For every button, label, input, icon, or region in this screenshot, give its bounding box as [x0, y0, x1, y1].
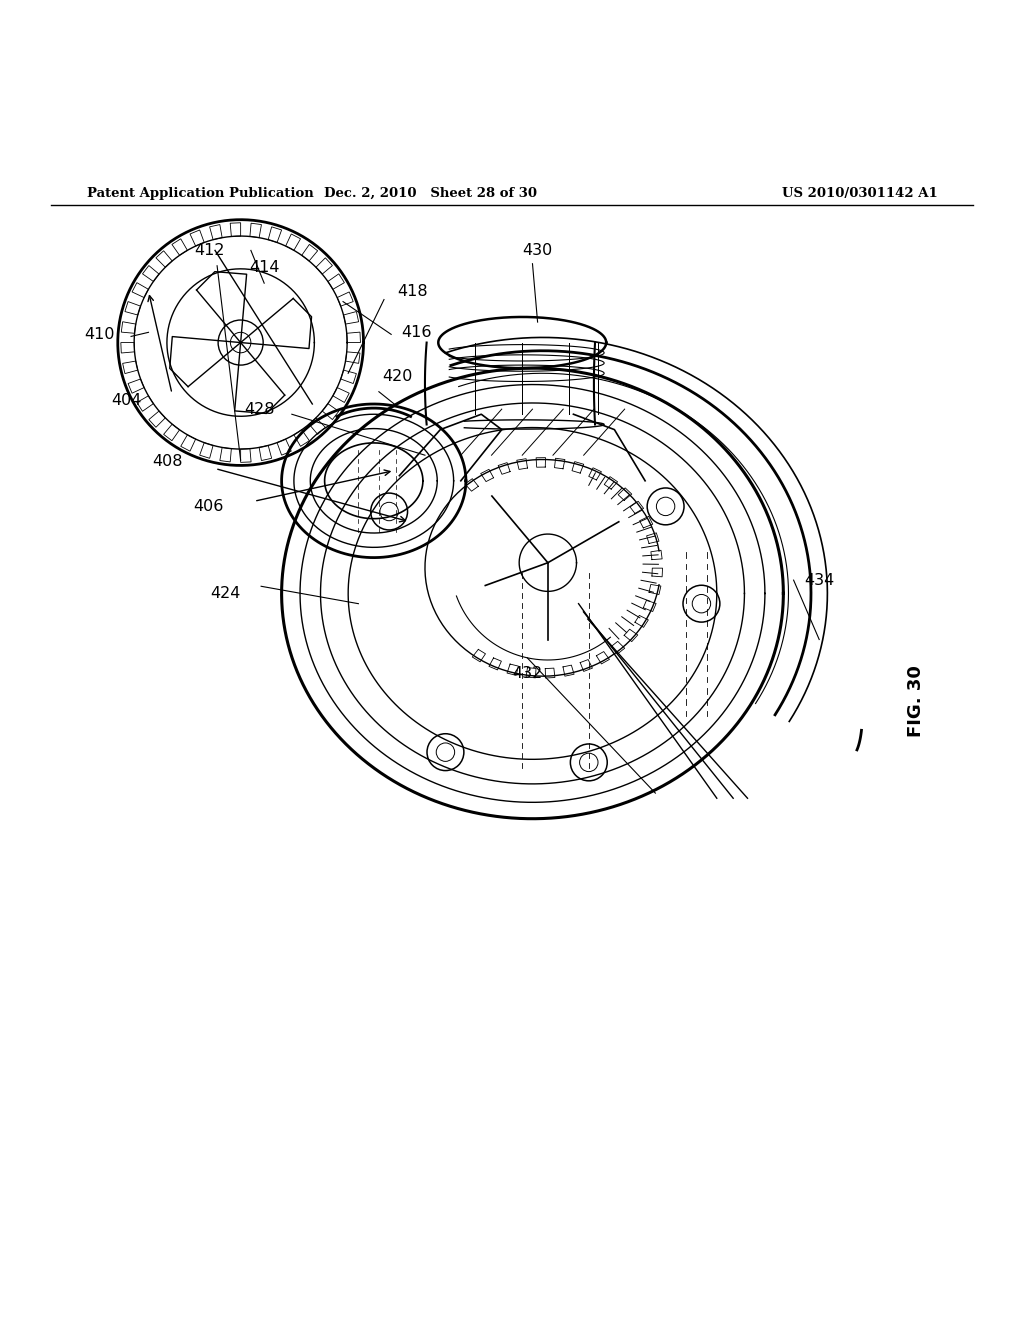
Text: 432: 432: [512, 667, 543, 681]
Text: 420: 420: [382, 368, 413, 384]
Text: US 2010/0301142 A1: US 2010/0301142 A1: [782, 186, 938, 199]
Text: 408: 408: [152, 454, 182, 469]
Text: 430: 430: [522, 243, 553, 257]
Text: FIG. 30: FIG. 30: [907, 665, 926, 737]
Text: 406: 406: [193, 499, 223, 513]
Text: 418: 418: [397, 284, 428, 298]
Text: 410: 410: [84, 327, 115, 342]
Text: Patent Application Publication: Patent Application Publication: [87, 186, 313, 199]
Text: 412: 412: [195, 243, 225, 257]
Text: 416: 416: [401, 325, 432, 339]
Text: 428: 428: [244, 401, 274, 417]
Text: 414: 414: [249, 260, 280, 275]
Text: 424: 424: [210, 586, 241, 601]
Text: 434: 434: [804, 573, 835, 587]
Text: 404: 404: [111, 393, 141, 408]
Text: Dec. 2, 2010   Sheet 28 of 30: Dec. 2, 2010 Sheet 28 of 30: [324, 186, 537, 199]
